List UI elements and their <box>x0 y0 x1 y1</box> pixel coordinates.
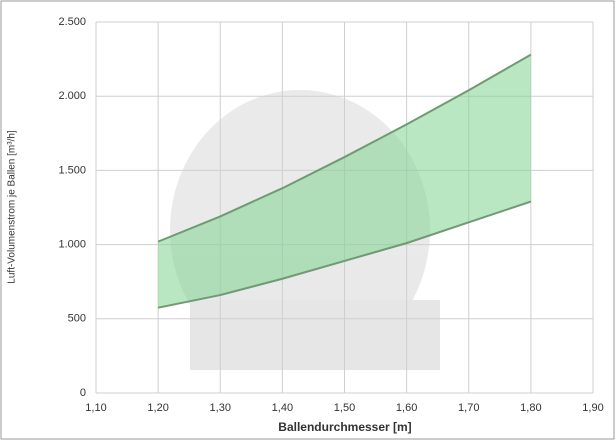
x-tick-label: 1,60 <box>396 402 417 414</box>
x-tick-label: 1,70 <box>458 402 479 414</box>
y-tick-label: 0 <box>80 387 86 399</box>
x-tick-label: 1,80 <box>520 402 541 414</box>
y-tick-label: 1.000 <box>58 239 86 251</box>
y-tick-label: 500 <box>68 313 86 325</box>
x-tick-label: 1,40 <box>272 402 293 414</box>
y-axis-label: Luft-Volumenstrom je Ballen [m³/h] <box>7 130 18 284</box>
x-axis-label: Ballendurchmesser [m] <box>278 420 411 434</box>
chart: Luft-Volumenstrom je Ballen [m³/h] Balle… <box>0 0 616 441</box>
page: Luft-Volumenstrom je Ballen [m³/h] Balle… <box>0 0 616 441</box>
y-tick-label: 2.000 <box>58 90 86 102</box>
x-tick-label: 1,20 <box>147 402 168 414</box>
x-tick-label: 1,50 <box>334 402 355 414</box>
x-tick-label: 1,90 <box>582 402 603 414</box>
y-tick-label: 2.500 <box>58 16 86 28</box>
x-tick-label: 1,30 <box>210 402 231 414</box>
y-tick-label: 1.500 <box>58 164 86 176</box>
x-tick-label: 1,10 <box>85 402 106 414</box>
machine-shape <box>190 300 440 370</box>
